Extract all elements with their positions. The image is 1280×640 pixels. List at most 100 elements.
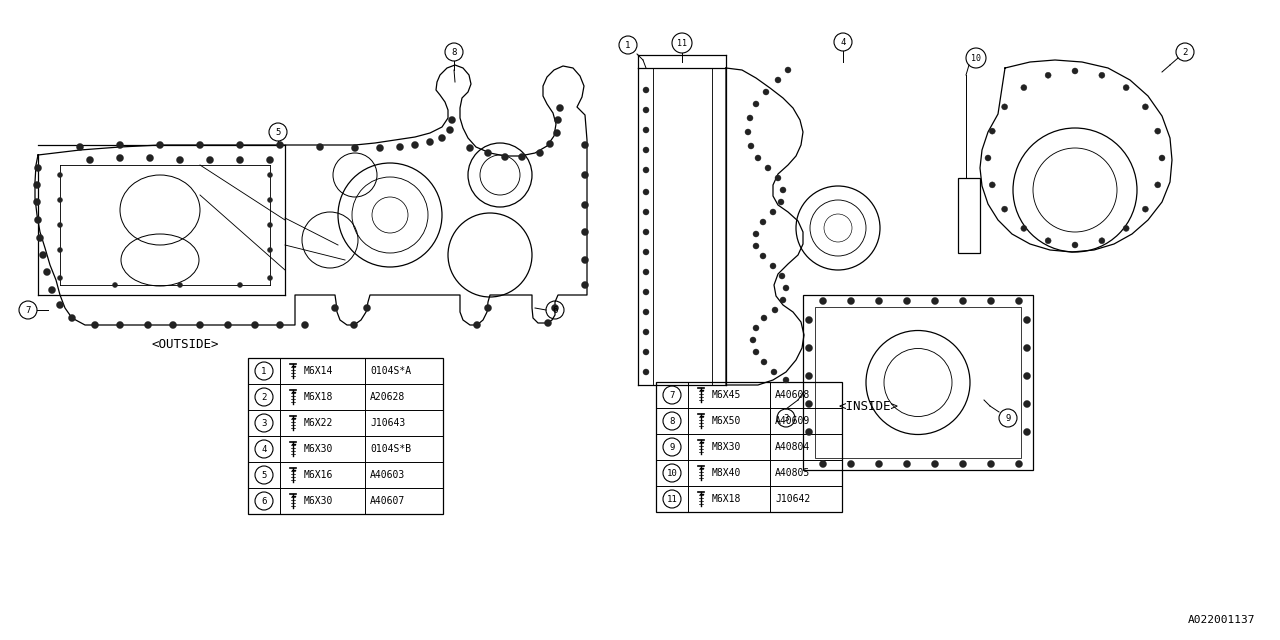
Circle shape	[805, 317, 813, 323]
Text: 10: 10	[972, 54, 980, 63]
Circle shape	[553, 129, 561, 136]
Bar	[957, 178, 980, 253]
Circle shape	[1024, 317, 1030, 323]
Circle shape	[774, 77, 781, 83]
Text: A20628: A20628	[370, 392, 406, 402]
Circle shape	[643, 249, 649, 255]
Circle shape	[58, 248, 63, 253]
Circle shape	[37, 234, 44, 241]
Circle shape	[485, 150, 492, 157]
Text: 9: 9	[669, 442, 675, 451]
Circle shape	[643, 107, 649, 113]
Circle shape	[352, 145, 358, 152]
Circle shape	[783, 377, 788, 383]
Circle shape	[268, 223, 273, 227]
Circle shape	[237, 157, 243, 163]
Circle shape	[1073, 68, 1078, 74]
Circle shape	[56, 301, 64, 308]
Circle shape	[1044, 72, 1051, 78]
Circle shape	[847, 461, 855, 467]
Circle shape	[554, 116, 562, 124]
Circle shape	[780, 187, 786, 193]
Circle shape	[69, 314, 76, 321]
Text: 11: 11	[677, 38, 687, 47]
Text: M6X18: M6X18	[712, 494, 741, 504]
Circle shape	[760, 253, 765, 259]
Circle shape	[169, 321, 177, 328]
Circle shape	[224, 321, 232, 328]
Circle shape	[643, 229, 649, 235]
Circle shape	[643, 127, 649, 133]
Circle shape	[774, 175, 781, 181]
Circle shape	[397, 143, 403, 150]
Circle shape	[40, 252, 46, 259]
Circle shape	[771, 369, 777, 375]
Circle shape	[178, 282, 183, 287]
Circle shape	[1002, 104, 1007, 110]
Circle shape	[748, 115, 753, 121]
Text: 9: 9	[1005, 413, 1011, 422]
Circle shape	[1024, 429, 1030, 435]
Text: M6X14: M6X14	[305, 366, 333, 376]
Circle shape	[1021, 84, 1027, 91]
Text: 1: 1	[261, 367, 266, 376]
Text: M8X30: M8X30	[712, 442, 741, 452]
Circle shape	[581, 202, 589, 209]
Text: 1: 1	[626, 40, 631, 49]
Text: M6X30: M6X30	[305, 444, 333, 454]
Circle shape	[750, 337, 756, 343]
Circle shape	[989, 128, 996, 134]
Text: 4: 4	[261, 445, 266, 454]
Circle shape	[1024, 344, 1030, 351]
Circle shape	[762, 359, 767, 365]
Text: A40607: A40607	[370, 496, 406, 506]
Text: <INSIDE>: <INSIDE>	[838, 400, 899, 413]
Circle shape	[557, 104, 563, 111]
Circle shape	[77, 143, 83, 150]
Circle shape	[1142, 206, 1148, 212]
Circle shape	[753, 101, 759, 107]
Circle shape	[35, 164, 41, 172]
Circle shape	[302, 321, 308, 328]
Circle shape	[332, 305, 338, 312]
Circle shape	[1123, 225, 1129, 232]
Circle shape	[753, 325, 759, 331]
Circle shape	[643, 289, 649, 295]
Circle shape	[1021, 225, 1027, 232]
Circle shape	[771, 263, 776, 269]
Circle shape	[904, 461, 910, 467]
Circle shape	[447, 127, 453, 134]
Text: 3: 3	[261, 419, 266, 428]
Text: 0104S*A: 0104S*A	[370, 366, 411, 376]
Circle shape	[197, 141, 204, 148]
Circle shape	[518, 154, 526, 161]
Circle shape	[783, 285, 788, 291]
Circle shape	[753, 243, 759, 249]
Circle shape	[536, 150, 544, 157]
Circle shape	[780, 297, 786, 303]
Text: M6X18: M6X18	[305, 392, 333, 402]
Circle shape	[44, 269, 50, 275]
Circle shape	[238, 282, 242, 287]
Circle shape	[376, 145, 384, 152]
Circle shape	[960, 298, 966, 305]
Circle shape	[91, 321, 99, 328]
Text: A40603: A40603	[370, 470, 406, 480]
Circle shape	[876, 298, 882, 305]
Circle shape	[268, 248, 273, 253]
Circle shape	[266, 157, 274, 163]
Circle shape	[643, 369, 649, 375]
Text: M6X45: M6X45	[712, 390, 741, 400]
Circle shape	[33, 182, 41, 189]
Circle shape	[146, 154, 154, 161]
Circle shape	[466, 145, 474, 152]
Circle shape	[581, 257, 589, 264]
Text: M6X30: M6X30	[305, 496, 333, 506]
Circle shape	[351, 321, 357, 328]
Circle shape	[581, 172, 589, 179]
Circle shape	[760, 219, 765, 225]
Circle shape	[819, 461, 827, 467]
Circle shape	[987, 461, 995, 467]
Circle shape	[58, 275, 63, 280]
Bar	[815, 307, 1021, 458]
